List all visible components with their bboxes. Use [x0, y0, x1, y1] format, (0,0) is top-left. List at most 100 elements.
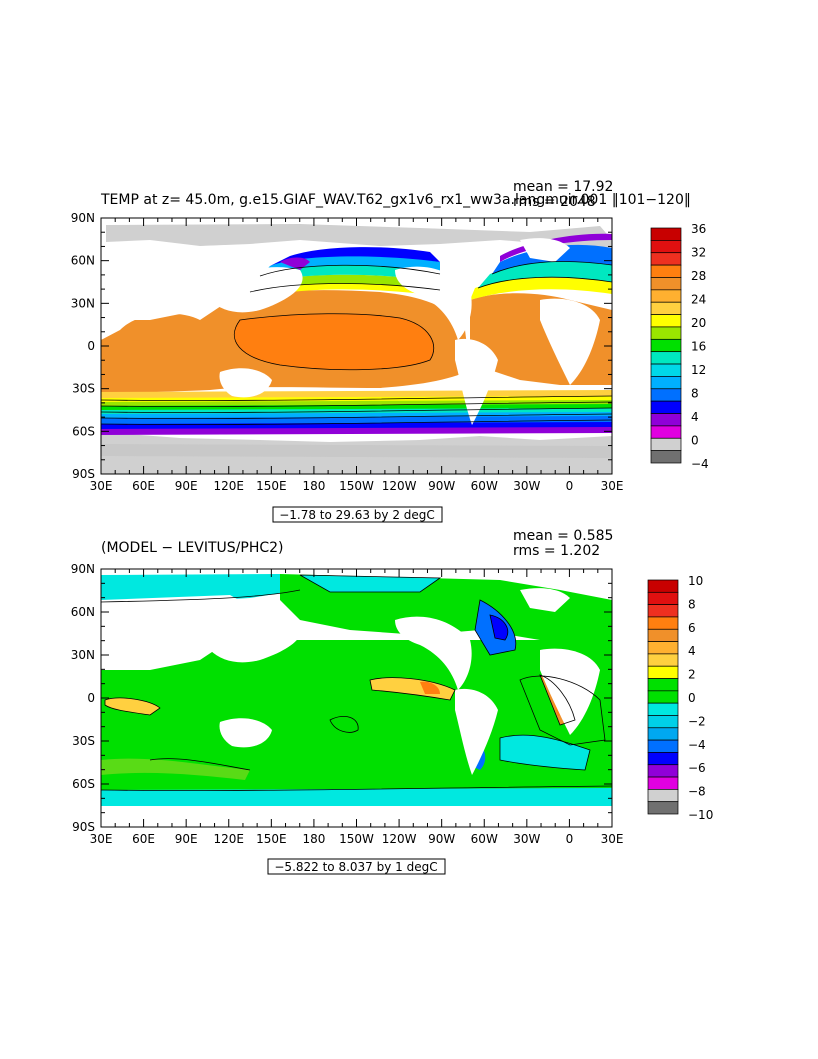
bottom-lon-label: 150W — [339, 832, 374, 846]
top-lon-label: 60W — [471, 479, 498, 493]
bottom-colorbar-swatch — [647, 702, 679, 716]
top-colorbar-label: 28 — [691, 269, 706, 283]
top-lon-label: 60E — [132, 479, 155, 493]
top-colorbar-swatch — [650, 314, 682, 328]
bottom-colorbar-label: 8 — [688, 597, 696, 611]
top-colorbar-swatch — [650, 351, 682, 365]
top-lon-label: 30W — [513, 479, 540, 493]
bottom-colorbar-swatch — [647, 678, 679, 692]
bottom-colorbar-swatch — [647, 591, 679, 605]
bottom-colorbar-label: 2 — [688, 668, 696, 682]
top-lon-label: 150E — [256, 479, 287, 493]
top-colorbar-swatch — [650, 425, 682, 439]
top-colorbar-swatch — [650, 413, 682, 427]
top-colorbar-swatch — [650, 376, 682, 390]
bottom-colorbar-label: 6 — [688, 621, 696, 635]
top-lon-label: 120E — [214, 479, 245, 493]
bottom-colorbar-swatch — [647, 616, 679, 630]
top-colorbar-swatch — [650, 388, 682, 402]
top-lat-label: 30S — [72, 382, 95, 396]
top-colorbar-label: 32 — [691, 246, 706, 260]
top-colorbar-label: −4 — [691, 457, 709, 471]
bottom-lat-label: 90N — [71, 562, 95, 576]
bottom-lon-label: 90W — [428, 832, 455, 846]
top-title: TEMP at z= 45.0m, g.e15.GIAF_WAV.T62_gx1… — [100, 192, 691, 208]
bottom-lon-label: 180 — [302, 832, 325, 846]
bottom-title: (MODEL − LEVITUS/PHC2) — [101, 540, 284, 556]
bottom-lon-label: 30W — [513, 832, 540, 846]
bottom-lat-label: 60N — [71, 605, 95, 619]
bottom-colorbar-swatch — [647, 764, 679, 778]
bottom-colorbar-swatch — [647, 776, 679, 790]
bottom-colorbar-swatch — [647, 653, 679, 667]
top-colorbar-label: 36 — [691, 222, 706, 236]
top-range-label: −1.78 to 29.63 by 2 degC — [279, 508, 435, 522]
bottom-lat-label: 30N — [71, 648, 95, 662]
bottom-lat-label: 90S — [72, 820, 95, 834]
top-colorbar-swatch — [650, 227, 682, 241]
top-lat-label: 0 — [87, 339, 95, 353]
bottom-lon-label: 90E — [175, 832, 198, 846]
top-range-box — [272, 506, 443, 523]
bottom-map-panel: mean = 0.585 rms = 1.202 (MODEL − LEVITU… — [100, 528, 613, 875]
top-lat-label: 90N — [71, 211, 95, 225]
top-colorbar-swatch — [650, 437, 682, 451]
top-colorbar-swatch — [650, 264, 682, 278]
top-lon-label: 0 — [566, 479, 574, 493]
top-colorbar-swatch — [650, 450, 682, 464]
bottom-colorbar-label: 0 — [688, 691, 696, 705]
bottom-colorbar-swatch — [647, 715, 679, 729]
bottom-lat-label: 60S — [72, 777, 95, 791]
bottom-colorbar-label: 4 — [688, 644, 696, 658]
top-lat-label: 90S — [72, 467, 95, 481]
bottom-lon-label: 30E — [90, 832, 113, 846]
bottom-colorbar-swatch — [647, 641, 679, 655]
bottom-range-label: −5.822 to 8.037 by 1 degC — [274, 860, 437, 874]
top-colorbar-swatch — [650, 252, 682, 266]
top-colorbar-swatch — [650, 338, 682, 353]
top-map-field — [101, 218, 612, 474]
bottom-colorbar-swatch — [647, 752, 679, 766]
top-colorbar-label: 8 — [691, 387, 699, 401]
top-colorbar-swatch — [650, 240, 682, 254]
top-colorbar-swatch — [650, 363, 682, 377]
top-mean-label: mean = 17.92 — [513, 179, 613, 195]
top-rms-label: rms = 2048 — [513, 194, 596, 210]
bottom-lon-label: 30E — [601, 832, 624, 846]
top-colorbar-label: 4 — [691, 410, 699, 424]
top-lon-label: 180 — [302, 479, 325, 493]
top-colorbar-label: 24 — [691, 293, 706, 307]
bottom-map-field — [101, 569, 612, 827]
top-lon-label: 150W — [339, 479, 374, 493]
top-lat-label: 60S — [72, 424, 95, 438]
top-lon-label: 90W — [428, 479, 455, 493]
bottom-lon-label: 60W — [471, 832, 498, 846]
bottom-lat-label: 30S — [72, 734, 95, 748]
top-colorbar-label: 20 — [691, 316, 706, 330]
top-lon-label: 120W — [382, 479, 417, 493]
top-colorbar-label: 12 — [691, 363, 706, 377]
bottom-colorbar-swatch — [647, 604, 679, 618]
top-colorbar-swatch — [650, 326, 682, 340]
bottom-mean-label: mean = 0.585 — [513, 528, 613, 544]
bottom-colorbar-label: −6 — [688, 761, 706, 775]
bottom-range-box — [267, 858, 446, 875]
bottom-lon-label: 0 — [566, 832, 574, 846]
bottom-rms-label: rms = 1.202 — [513, 543, 600, 559]
bottom-lon-label: 150E — [256, 832, 287, 846]
bottom-colorbar-swatch — [647, 739, 679, 753]
bottom-colorbar-label: −10 — [688, 808, 713, 822]
top-lat-label: 60N — [71, 254, 95, 268]
top-lon-label: 30E — [90, 479, 113, 493]
bottom-colorbar-swatch — [647, 789, 679, 803]
top-lon-label: 90E — [175, 479, 198, 493]
bottom-colorbar-swatch — [647, 801, 679, 815]
bottom-colorbar-swatch — [647, 665, 679, 679]
top-colorbar-swatch — [650, 400, 682, 414]
bottom-colorbar-label: 10 — [688, 574, 703, 588]
bottom-colorbar-swatch — [647, 579, 679, 593]
bottom-lon-label: 60E — [132, 832, 155, 846]
bottom-lon-label: 120W — [382, 832, 417, 846]
bottom-colorbar-swatch — [647, 690, 679, 704]
